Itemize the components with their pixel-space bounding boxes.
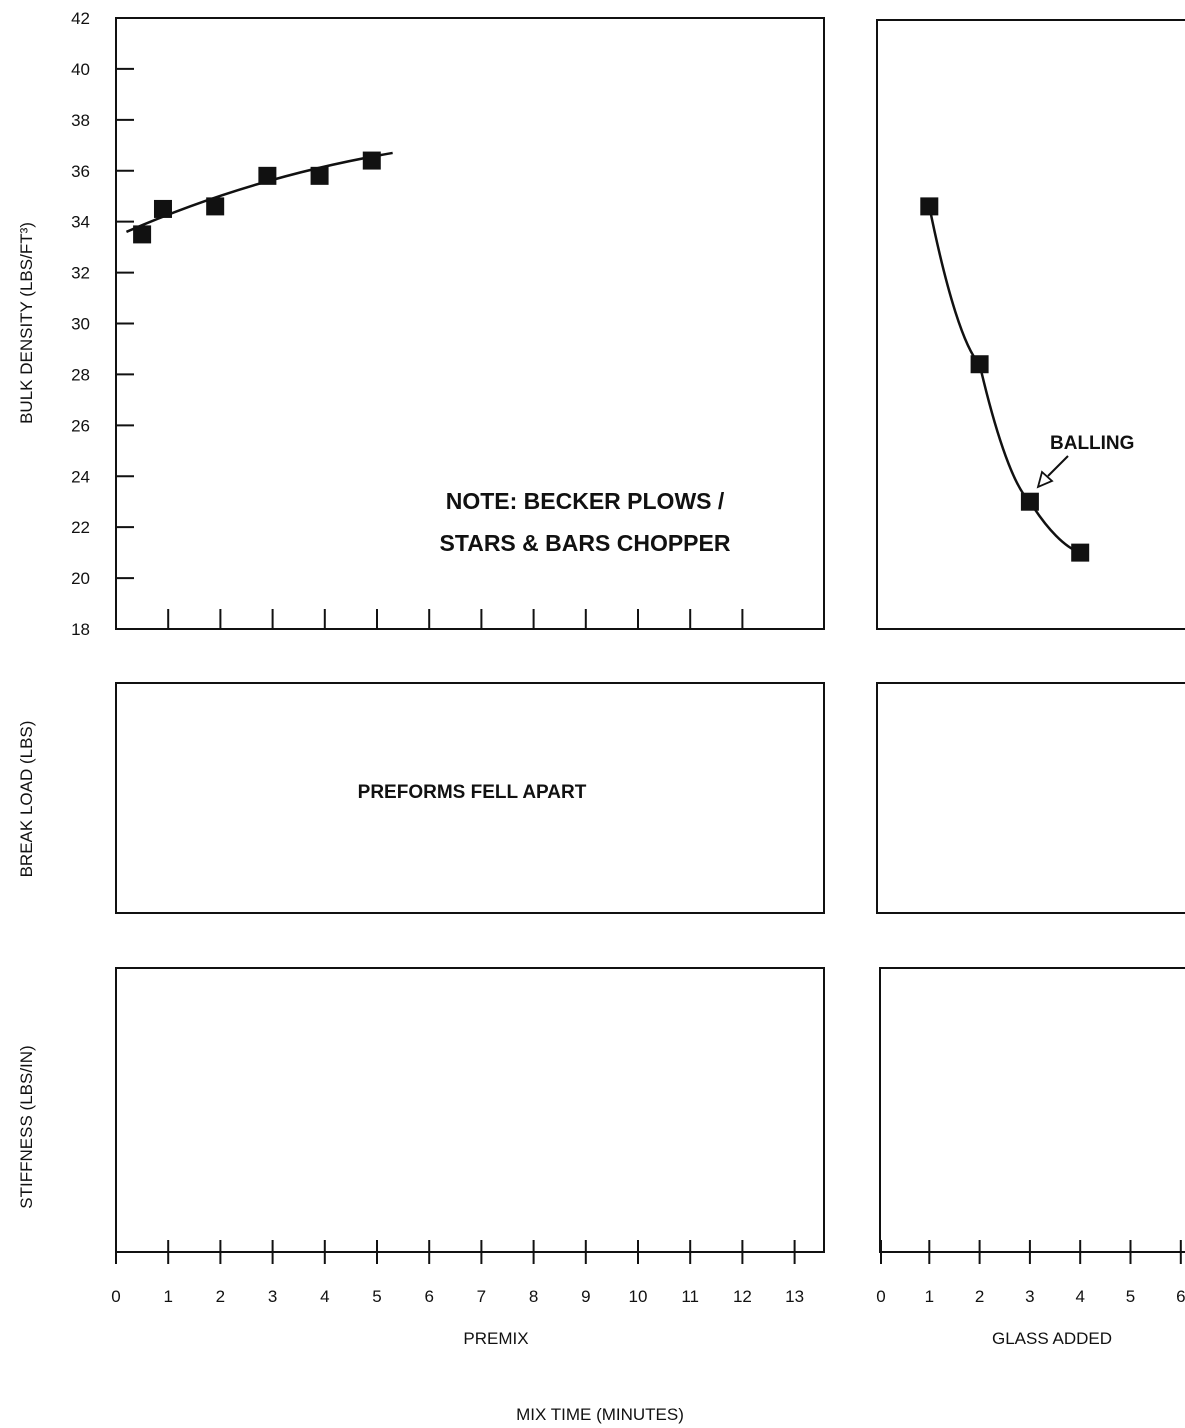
y-tick-label: 18 [71,620,90,639]
y-tick-label: 34 [71,213,90,232]
x-tick-label-glass: 6 [1176,1287,1185,1306]
data-point-glass [1071,543,1090,562]
break-load-annotation: PREFORMS FELL APART [358,782,587,803]
data-point-premix [310,166,329,185]
data-point-premix [362,151,381,170]
data-point-premix [153,199,172,218]
note-line-2: STARS & BARS CHOPPER [440,530,731,556]
y-tick-label: 28 [71,365,90,384]
bulk-density-glass-frame [876,19,1185,630]
x-tick-label-premix: 2 [216,1287,225,1306]
data-point-glass [1020,492,1039,511]
panel-label-premix: PREMIX [463,1329,528,1348]
x-tick-label-premix: 8 [529,1287,538,1306]
data-point-premix [258,166,277,185]
x-tick-label-premix: 12 [733,1287,752,1306]
y-axis-title-bulk-density: BULK DENSITY (LBS/FT³) [17,222,36,424]
stiffness-premix-frame [115,967,825,1253]
y-tick-label: 24 [71,467,90,486]
y-tick-label: 26 [71,416,90,435]
x-tick-label-premix: 11 [681,1287,699,1306]
x-tick-label-premix: 6 [424,1287,433,1306]
data-point-premix [133,225,152,244]
x-tick-label-glass: 1 [925,1287,934,1306]
y-tick-label: 20 [71,569,90,588]
x-tick-label-premix: 9 [581,1287,590,1306]
series-curve-glass [928,206,1081,554]
note-line-1: NOTE: BECKER PLOWS / [446,488,725,514]
y-axis-title-stiffness: STIFFNESS (LBS/IN) [17,1045,36,1208]
break-load-glass-frame [876,682,1185,914]
y-tick-label: 22 [71,518,90,537]
break-load-premix-frame [115,682,825,914]
data-point-glass [970,355,989,374]
y-tick-label: 42 [71,9,90,28]
x-tick-label-glass: 0 [876,1287,885,1306]
x-tick-label-premix: 10 [629,1287,648,1306]
y-tick-label: 38 [71,111,90,130]
x-tick-label-glass: 5 [1126,1287,1135,1306]
x-tick-label-premix: 0 [111,1287,120,1306]
x-tick-label-premix: 7 [477,1287,486,1306]
series-curve-premix [125,151,393,233]
balling-arrow [1036,455,1069,489]
y-tick-label: 32 [71,264,90,283]
y-tick-label: 36 [71,162,90,181]
x-tick-label-glass: 2 [975,1287,984,1306]
data-point-premix [206,197,225,216]
x-tick-label-glass: 4 [1075,1287,1084,1306]
x-axis-title: MIX TIME (MINUTES) [516,1405,684,1424]
data-point-glass [920,197,939,216]
x-tick-label-premix: 4 [320,1287,329,1306]
y-axis-title-break-load: BREAK LOAD (LBS) [17,721,36,878]
x-tick-label-premix: 3 [268,1287,277,1306]
x-tick-label-premix: 5 [372,1287,381,1306]
x-tick-label-premix: 13 [785,1287,804,1306]
panel-label-glass: GLASS ADDED [992,1329,1112,1348]
balling-annotation: BALLING [1050,433,1134,454]
y-tick-label: 30 [71,315,90,334]
stiffness-glass-frame [879,967,1185,1253]
x-tick-label-premix: 1 [163,1287,172,1306]
y-tick-label: 40 [71,60,90,79]
x-tick-label-glass: 3 [1025,1287,1034,1306]
